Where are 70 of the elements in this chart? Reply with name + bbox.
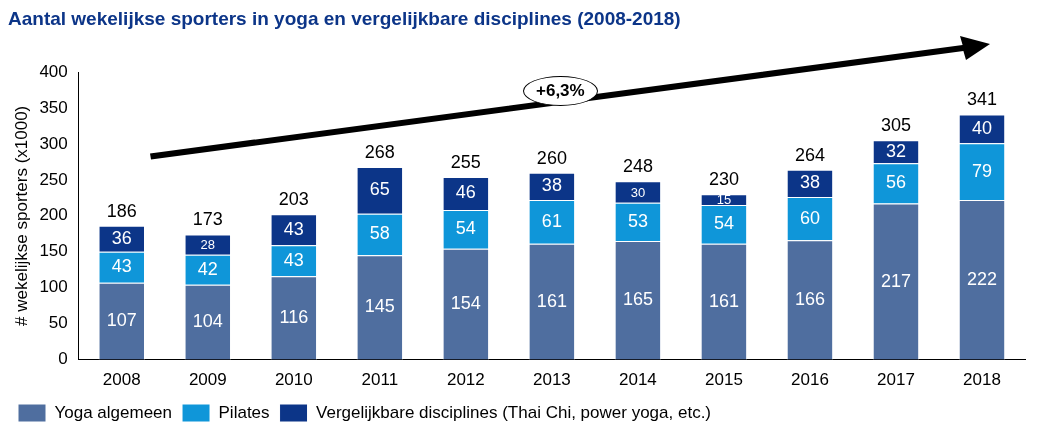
y-tick-label: 50 — [48, 313, 68, 333]
data-label: 54 — [713, 213, 734, 234]
data-label: 28 — [200, 237, 216, 253]
data-label: 54 — [455, 218, 476, 239]
total-label: 230 — [708, 169, 739, 190]
total-label: 173 — [192, 209, 223, 230]
legend-label: Pilates — [218, 402, 270, 422]
data-label: 40 — [971, 117, 992, 138]
y-tick-label: 350 — [39, 97, 68, 117]
y-tick-label: 150 — [39, 241, 68, 261]
data-label: 42 — [197, 258, 218, 279]
x-tick-label: 2010 — [274, 370, 313, 390]
data-label: 161 — [708, 290, 739, 311]
data-label: 60 — [799, 207, 820, 228]
y-tick-label: 100 — [39, 277, 68, 297]
total-label: 255 — [450, 151, 481, 172]
x-tick-label: 2013 — [532, 370, 571, 390]
data-label: 53 — [627, 210, 648, 231]
data-label: 79 — [971, 160, 992, 181]
total-label: 260 — [536, 147, 567, 168]
data-label: 222 — [966, 268, 998, 289]
total-label: 268 — [364, 141, 395, 162]
data-label: 30 — [630, 184, 646, 200]
data-label: 104 — [192, 311, 223, 332]
x-tick-label: 2008 — [102, 370, 141, 390]
data-label: 165 — [622, 289, 653, 310]
total-label: 341 — [966, 89, 998, 110]
data-label: 154 — [450, 293, 481, 314]
data-label: 36 — [111, 227, 132, 248]
legend-label: Vergelijkbare disciplines (Thai Chi, power yoga, etc.) — [316, 402, 712, 422]
data-label: 43 — [283, 218, 304, 239]
total-label: 264 — [794, 144, 825, 165]
y-tick-label: 250 — [39, 169, 68, 189]
x-tick-label: 2009 — [188, 370, 227, 390]
data-label: 145 — [364, 296, 395, 317]
data-label: 116 — [279, 306, 309, 327]
data-label: 43 — [111, 256, 132, 277]
data-label: 43 — [283, 249, 304, 270]
chart-title: Aantal wekelijkse sporters in yoga en vergelijkbare disciplines (2008-2018) — [8, 8, 682, 31]
x-tick-label: 2014 — [618, 370, 657, 390]
total-label: 203 — [278, 189, 309, 210]
data-label: 38 — [799, 172, 820, 193]
y-tick-label: 400 — [39, 61, 68, 81]
data-label: 166 — [794, 288, 825, 309]
data-label: 38 — [541, 175, 562, 196]
x-tick-label: 2017 — [877, 370, 915, 390]
total-label: 186 — [106, 200, 137, 221]
x-tick-label: 2018 — [963, 370, 1001, 390]
data-label: 32 — [885, 140, 906, 161]
x-tick-label: 2015 — [705, 370, 743, 390]
y-tick-label: 300 — [39, 133, 68, 153]
legend-label: Yoga algemeen — [54, 402, 173, 422]
x-tick-label: 2016 — [791, 370, 829, 390]
total-label: 248 — [622, 156, 653, 177]
data-label: 58 — [369, 223, 390, 244]
data-label: 217 — [880, 270, 911, 291]
y-tick-label: 0 — [58, 349, 68, 369]
data-label: 15 — [716, 192, 732, 208]
x-tick-label: 2011 — [361, 370, 399, 390]
data-label: 61 — [541, 210, 562, 231]
data-label: 46 — [455, 182, 476, 203]
x-tick-label: 2012 — [446, 370, 485, 390]
total-label: 305 — [880, 115, 911, 136]
data-label: 65 — [369, 179, 390, 200]
annotation: +6,3% — [523, 76, 598, 106]
data-label: 56 — [885, 172, 906, 193]
y-axis-title: # wekelijkse sporters (x1000) — [11, 105, 31, 326]
data-label: 161 — [536, 290, 567, 311]
data-label: 107 — [106, 310, 137, 331]
y-tick-label: 200 — [39, 205, 68, 225]
